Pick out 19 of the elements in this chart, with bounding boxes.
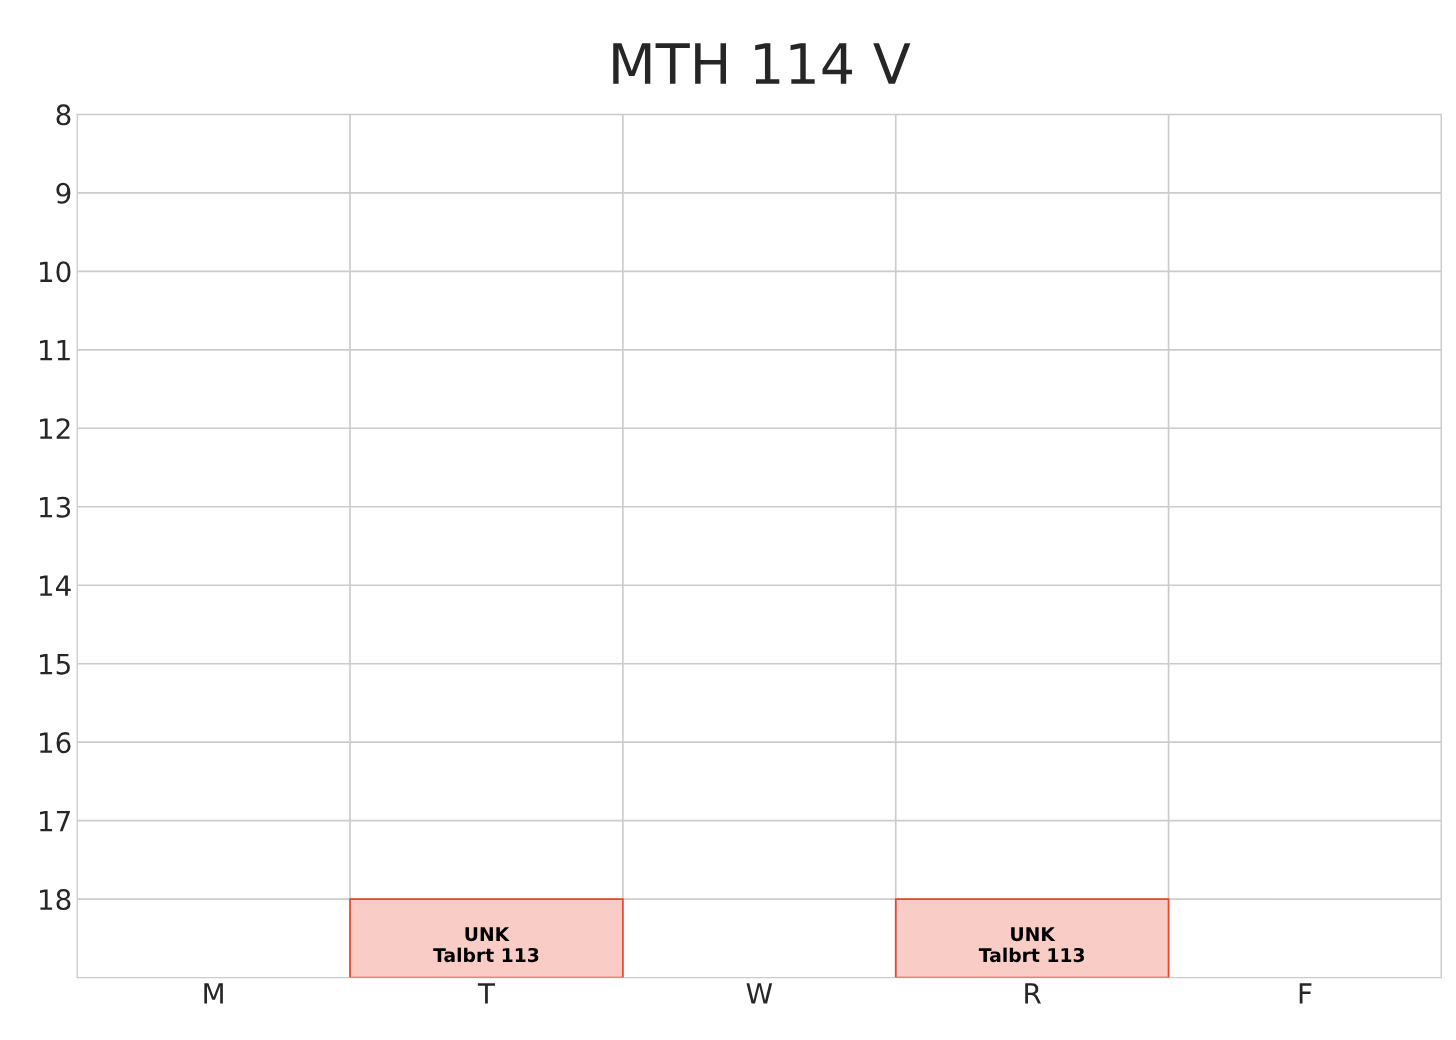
y-tick-label: 12 — [40, 418, 70, 439]
x-tick-label: F — [1299, 983, 1312, 1004]
y-tick-label: 11 — [40, 340, 70, 361]
y-tick-label: 18 — [40, 889, 71, 911]
data-label: UNK Talbrt 113 — [433, 927, 539, 963]
x-tick-label: M — [204, 983, 223, 1004]
y-tick-label: 13 — [40, 496, 71, 518]
x-tick-label: W — [746, 983, 773, 1004]
y-tick-label: 10 — [40, 261, 71, 283]
y-tick-label: 8 — [56, 104, 71, 126]
y-tick-label: 16 — [40, 732, 71, 754]
y-tick-label: 14 — [40, 575, 71, 596]
y-tick-label: 17 — [40, 810, 70, 832]
x-tick-label: R — [1025, 983, 1042, 1004]
chart-title: MTH 114 V — [613, 43, 911, 84]
y-tick-label: 9 — [56, 182, 71, 204]
data-label: UNK Talbrt 113 — [978, 927, 1085, 963]
x-tick-label: T — [477, 983, 496, 1004]
y-tick-label: 15 — [40, 654, 70, 675]
